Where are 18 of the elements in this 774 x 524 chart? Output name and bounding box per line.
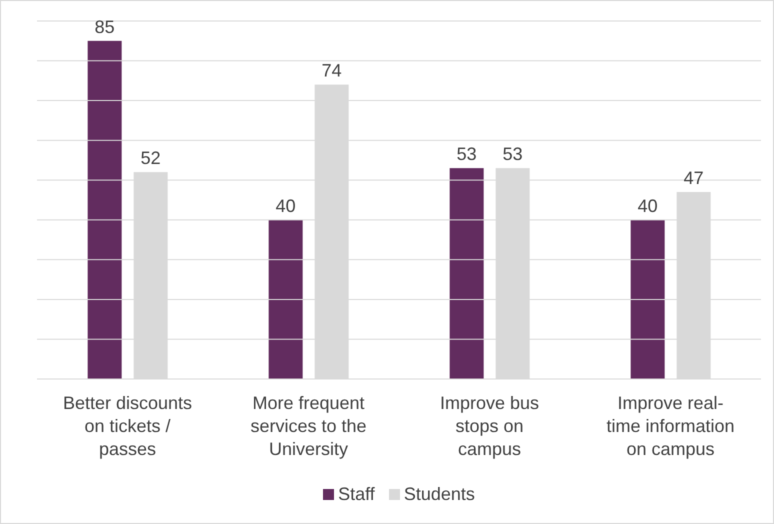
data-label: 40 [638, 196, 658, 216]
data-label: 40 [276, 196, 296, 216]
data-label: 52 [140, 148, 161, 168]
legend-label: Students [402, 484, 475, 505]
x-tick-label: Improve bus stops on campus [440, 393, 540, 459]
bar [88, 40, 122, 379]
data-label: 53 [502, 144, 523, 164]
data-label: 47 [684, 168, 704, 188]
legend-label: Staff [337, 484, 375, 505]
bar [268, 220, 303, 379]
x-tick-label: Improve real- time information on campus [606, 393, 735, 459]
x-tick-label: More frequent services to the University [250, 393, 367, 459]
data-label: 85 [94, 16, 115, 37]
data-label: 74 [322, 60, 342, 81]
bar [630, 220, 665, 379]
bar [450, 168, 484, 379]
data-label: 53 [456, 144, 477, 164]
x-tick-label: Better discounts on tickets / passes [62, 393, 192, 459]
